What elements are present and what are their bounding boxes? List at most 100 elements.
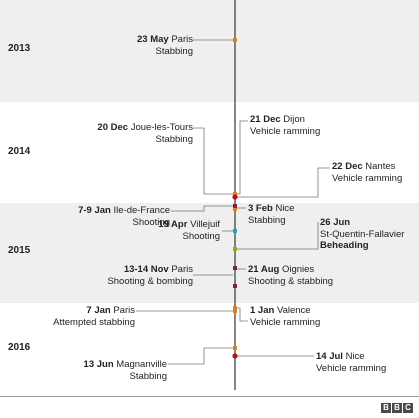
event-type: Vehicle ramming bbox=[250, 125, 321, 137]
event-label-23-may: 23 May Paris Stabbing bbox=[137, 34, 193, 57]
marker-26-jun bbox=[233, 247, 237, 251]
bbc-logo-c: C bbox=[403, 403, 413, 413]
event-heading: 14 Jul Nice bbox=[316, 351, 386, 363]
event-label-26-jun: 26 Jun St-Quentin-Fallavier Beheading bbox=[320, 217, 404, 252]
event-date: 21 Dec bbox=[250, 114, 281, 125]
event-heading: 13-14 Nov Paris bbox=[107, 264, 193, 276]
event-place: Magnanville bbox=[116, 359, 167, 370]
event-type: Stabbing bbox=[248, 214, 286, 226]
marker-3-feb bbox=[233, 208, 237, 211]
event-place: Paris bbox=[171, 264, 193, 275]
event-place: Valence bbox=[276, 305, 311, 316]
event-label-1-jan: 1 Jan Valence Vehicle ramming bbox=[250, 305, 320, 328]
bbc-logo-b2: B bbox=[392, 403, 402, 413]
event-heading: 21 Aug Oignies bbox=[248, 264, 333, 276]
event-date: 22 Dec bbox=[332, 161, 363, 172]
event-heading: 21 Dec Dijon bbox=[250, 114, 320, 126]
marker-23-may bbox=[233, 38, 237, 42]
event-date: 1 Jan bbox=[250, 305, 275, 316]
event-type: Shooting & stabbing bbox=[248, 275, 334, 287]
event-label-21-dec: 21 Dec Dijon Vehicle ramming bbox=[250, 114, 320, 137]
year-label-2014: 2014 bbox=[8, 146, 31, 157]
event-date: 7-9 Jan bbox=[78, 205, 111, 216]
event-label-13-jun: 13 Jun Magnanville Stabbing bbox=[84, 359, 167, 382]
event-heading: 3 Feb Nice bbox=[248, 203, 294, 215]
connector-26-jun bbox=[237, 222, 319, 250]
event-place: Oignies bbox=[281, 264, 315, 275]
connector-1-jan bbox=[237, 307, 248, 322]
event-type: Shooting bbox=[132, 216, 170, 228]
footer-divider bbox=[0, 396, 419, 397]
event-place: Ile-de-France bbox=[113, 205, 171, 216]
event-place: Nice bbox=[345, 351, 365, 362]
event-heading: 22 Dec Nantes bbox=[332, 161, 402, 173]
event-date: 21 Aug bbox=[248, 264, 280, 275]
connector-13-jun bbox=[168, 347, 233, 365]
event-place: Paris bbox=[171, 34, 193, 45]
event-place: Joue-les-Tours bbox=[130, 122, 193, 133]
bbc-logo-b1: B bbox=[381, 403, 391, 413]
event-place: Villejuif bbox=[190, 219, 220, 230]
event-type: Beheading bbox=[320, 240, 369, 251]
event-place: Nantes bbox=[365, 161, 396, 172]
event-type: Stabbing bbox=[129, 370, 167, 382]
event-heading: 7-9 Jan Ile-de-France bbox=[78, 205, 170, 217]
event-date: 23 May bbox=[137, 34, 169, 45]
event-type: Vehicle ramming bbox=[316, 362, 387, 374]
event-type: Stabbing bbox=[155, 133, 193, 145]
event-label-3-feb: 3 Feb Nice Stabbing bbox=[248, 203, 294, 226]
year-band-2015 bbox=[0, 203, 419, 303]
year-label-2015: 2015 bbox=[8, 245, 31, 256]
event-place: Paris bbox=[113, 305, 135, 316]
event-heading: 19 Apr Villejuif bbox=[158, 219, 220, 231]
marker-22-dec bbox=[232, 194, 238, 200]
event-type: Vehicle ramming bbox=[332, 172, 403, 184]
marker-7-9-jan bbox=[233, 204, 237, 208]
event-date: 14 Jul bbox=[316, 351, 343, 362]
event-place: Dijon bbox=[283, 114, 305, 125]
event-date: 13-14 Nov bbox=[123, 264, 169, 275]
marker-13-14-nov bbox=[233, 284, 237, 288]
event-label-7-9-jan: 7-9 Jan Ile-de-France Shooting bbox=[78, 205, 170, 228]
event-place: Nice bbox=[275, 203, 295, 214]
connector-22-dec bbox=[237, 167, 330, 198]
marker-14-jul bbox=[232, 353, 238, 359]
event-label-14-jul: 14 Jul Nice Vehicle ramming bbox=[316, 351, 386, 374]
connector-20-dec bbox=[193, 127, 233, 195]
marker-21-aug bbox=[233, 266, 237, 270]
year-band-2013 bbox=[0, 0, 419, 102]
event-label-19-apr: 19 Apr Villejuif Shooting bbox=[158, 219, 220, 242]
event-date: 19 Apr bbox=[158, 219, 188, 230]
event-label-13-14-nov: 13-14 Nov Paris Shooting & bombing bbox=[107, 264, 193, 287]
event-type: Stabbing bbox=[155, 45, 193, 57]
event-heading: 20 Dec Joue-les-Tours bbox=[97, 122, 193, 134]
event-date: 13 Jun bbox=[83, 359, 114, 370]
event-date: 26 Jun bbox=[320, 217, 351, 228]
event-label-22-dec: 22 Dec Nantes Vehicle ramming bbox=[332, 161, 402, 184]
event-date: 20 Dec bbox=[97, 122, 129, 133]
event-heading: 1 Jan Valence bbox=[250, 305, 320, 317]
marker-13-jun bbox=[233, 346, 237, 350]
event-type: Attempted stabbing bbox=[53, 316, 135, 328]
event-type: Shooting bbox=[182, 230, 220, 242]
year-label-2016: 2016 bbox=[8, 342, 31, 353]
event-heading: 7 Jan Paris bbox=[53, 305, 135, 317]
marker-7-jan bbox=[233, 306, 237, 310]
event-type: Vehicle ramming bbox=[250, 316, 321, 328]
event-heading: 23 May Paris bbox=[137, 34, 193, 46]
event-place: St-Quentin-Fallavier bbox=[320, 228, 405, 240]
connector-21-dec bbox=[237, 120, 248, 195]
event-heading: 26 Jun bbox=[320, 217, 404, 229]
year-label-2013: 2013 bbox=[8, 43, 31, 54]
event-label-20-dec: 20 Dec Joue-les-Tours Stabbing bbox=[97, 122, 193, 145]
event-heading: 13 Jun Magnanville bbox=[84, 359, 167, 371]
bbc-logo: B B C bbox=[381, 403, 413, 413]
connector-7-9-jan bbox=[171, 205, 233, 212]
event-label-21-aug: 21 Aug Oignies Shooting & stabbing bbox=[248, 264, 333, 287]
event-type: Shooting & bombing bbox=[107, 275, 193, 287]
marker-19-apr bbox=[233, 229, 237, 233]
event-label-7-jan: 7 Jan Paris Attempted stabbing bbox=[53, 305, 135, 328]
marker-1-jan bbox=[233, 310, 237, 313]
event-date: 7 Jan bbox=[86, 305, 111, 316]
